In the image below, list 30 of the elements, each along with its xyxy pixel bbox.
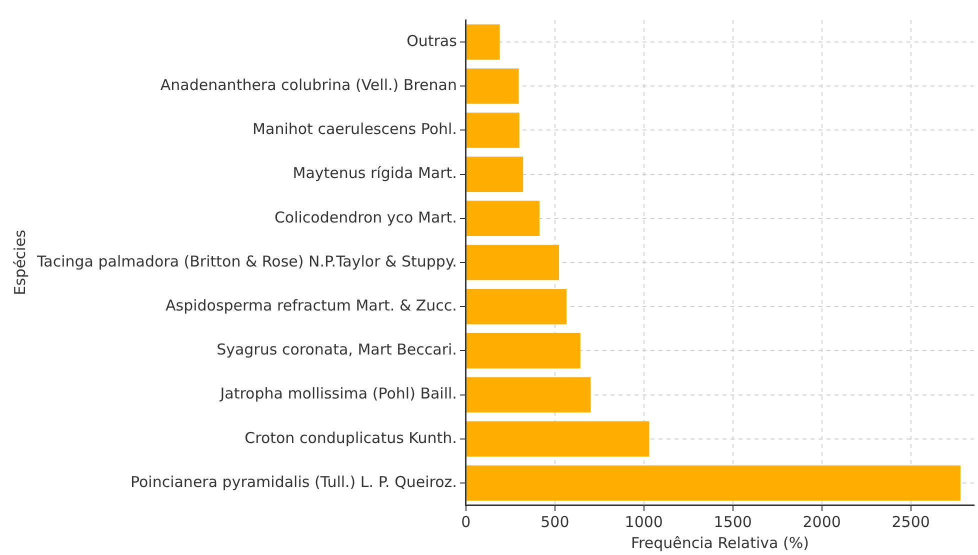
bar xyxy=(466,200,540,236)
y-axis-title: Espécies xyxy=(10,230,29,296)
x-tick-label: 0 xyxy=(461,512,471,531)
x-tick-label: 2000 xyxy=(802,512,841,531)
x-tick-label: 1000 xyxy=(624,512,663,531)
bar xyxy=(466,288,566,324)
y-tick-label: Croton conduplicatus Kunth. xyxy=(244,428,457,447)
y-tick-label: Jatropha mollissima (Pohl) Baill. xyxy=(219,384,457,403)
bar xyxy=(466,333,580,368)
x-axis-title: Frequência Relativa (%) xyxy=(631,534,809,552)
y-tick-label: Colicodendron yco Mart. xyxy=(274,208,457,226)
y-tick-label: Maytenus rígida Mart. xyxy=(292,164,457,182)
y-tick-label: Outras xyxy=(406,32,458,50)
bar xyxy=(466,421,650,456)
bar xyxy=(466,156,524,192)
bar xyxy=(466,24,500,60)
x-tick-label: 500 xyxy=(540,512,570,531)
y-tick-label: Poincianera pyramidalis (Tull.) L. P. Queiroz. xyxy=(130,472,457,491)
x-tick-label: 1500 xyxy=(714,512,752,531)
y-tick-label: Tacinga palmadora (Britton & Rose) N.P.Taylor & Stuppy. xyxy=(36,252,457,270)
bar xyxy=(466,465,960,501)
x-tick-label: 2500 xyxy=(892,512,930,531)
bar xyxy=(466,68,519,104)
y-tick-label: Manihot caerulescens Pohl. xyxy=(252,120,457,138)
bar xyxy=(466,244,560,280)
y-tick-label: Anadenanthera colubrina (Vell.) Brenan xyxy=(160,76,457,94)
bar xyxy=(466,377,591,412)
y-tick-label: Syagrus coronata, Mart Beccari. xyxy=(216,340,457,359)
y-tick-label: Aspidosperma refractum Mart. & Zucc. xyxy=(165,296,457,314)
bar xyxy=(466,112,520,148)
